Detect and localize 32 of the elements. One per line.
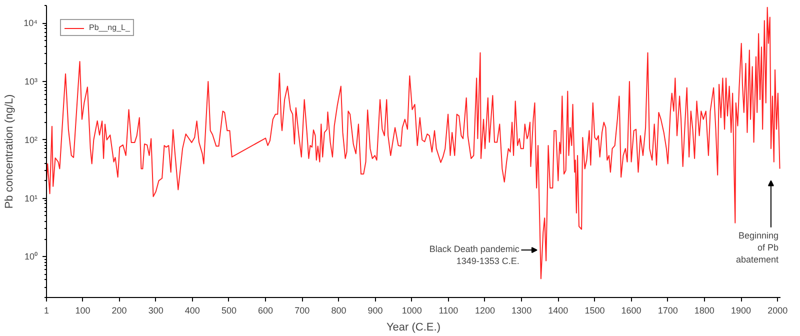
x-tick-label: 1400 [548, 306, 568, 316]
y-tick-label: 10² [24, 134, 38, 145]
x-tick-label: 1800 [694, 306, 714, 316]
x-tick-label: 900 [368, 306, 383, 316]
annotation: Beginning of Pb abatement [736, 230, 779, 264]
x-tick-label: 100 [75, 306, 90, 316]
x-tick-label: 300 [148, 306, 164, 316]
x-tick-label: 1 [44, 306, 50, 316]
x-tick-label: 2000 [768, 306, 788, 316]
y-tick-label: 10⁰ [24, 252, 38, 262]
x-tick-label: 1000 [402, 306, 422, 316]
x-tick-label: 1700 [658, 306, 678, 316]
y-tick-label: 10¹ [24, 193, 38, 204]
x-tick-label: 1100 [438, 306, 458, 316]
x-tick-label: 1300 [512, 306, 532, 316]
x-tick-label: 400 [184, 306, 200, 316]
x-tick-label: 200 [112, 306, 127, 316]
y-tick-label: 10⁴ [24, 18, 38, 28]
x-tick-label: 500 [221, 306, 237, 316]
x-tick-label: 800 [331, 306, 346, 316]
x-tick-label: 600 [258, 306, 274, 316]
x-tick-label: 1500 [584, 306, 605, 316]
y-axis-title: Pb concentration (ng/L) [4, 94, 16, 209]
x-tick-label: 700 [294, 306, 310, 316]
y-tick-label: 10³ [24, 76, 38, 86]
legend-label: Pb__ng_L_ [89, 23, 130, 32]
x-tick-label: 1900 [730, 306, 752, 316]
x-tick-label: 1200 [474, 306, 496, 316]
annotation: Black Death pandemic 1349-1353 C.E. [429, 244, 520, 266]
x-tick-label: 1600 [621, 306, 642, 316]
line-series [46, 6, 780, 280]
x-axis-title: Year (C.E.) [386, 322, 441, 334]
